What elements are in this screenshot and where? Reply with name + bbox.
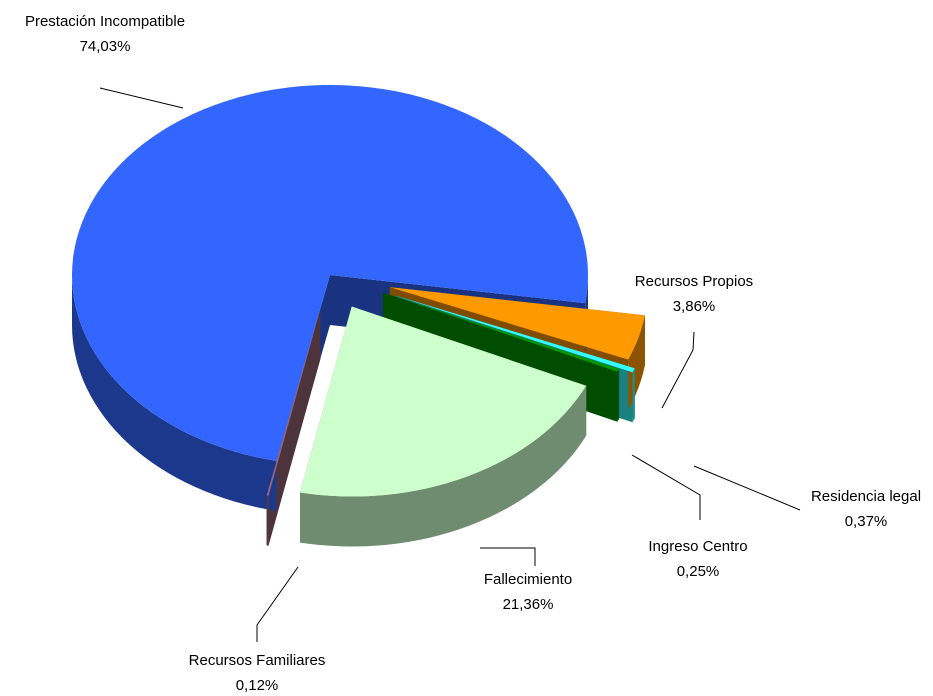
slice-label: Recursos Familiares	[189, 652, 326, 669]
slice-side	[72, 275, 277, 511]
slice-side	[266, 495, 269, 546]
slice	[396, 295, 635, 373]
leader-line	[661, 331, 695, 409]
slice	[389, 287, 645, 360]
slice-side	[617, 369, 620, 422]
slice	[382, 292, 620, 372]
slice-value-label: 3,86%	[673, 298, 716, 315]
leader-line	[480, 547, 536, 566]
slice-value-label: 0,37%	[845, 513, 888, 530]
slice	[300, 306, 587, 497]
slice-label: Ingreso Centro	[648, 538, 747, 555]
leader-line	[631, 454, 701, 520]
leader-line	[99, 87, 184, 109]
slice-side	[300, 385, 587, 547]
slice-value-label: 21,36%	[503, 596, 554, 613]
slice-label: Residencia legal	[811, 488, 921, 505]
slice-label: Fallecimiento	[484, 571, 572, 588]
slice-label: Prestación Incompatible	[25, 13, 185, 30]
slice-side	[632, 368, 635, 423]
slice-value-label: 74,03%	[80, 38, 131, 55]
slice-radial-side	[266, 309, 321, 546]
slice-value-label: 0,12%	[236, 677, 279, 694]
slice-value-label: 0,25%	[677, 563, 720, 580]
leader-line	[256, 566, 299, 642]
slice	[71, 85, 588, 461]
slice	[266, 309, 321, 496]
slice-label: Recursos Propios	[635, 273, 753, 290]
leader-line	[693, 465, 801, 511]
